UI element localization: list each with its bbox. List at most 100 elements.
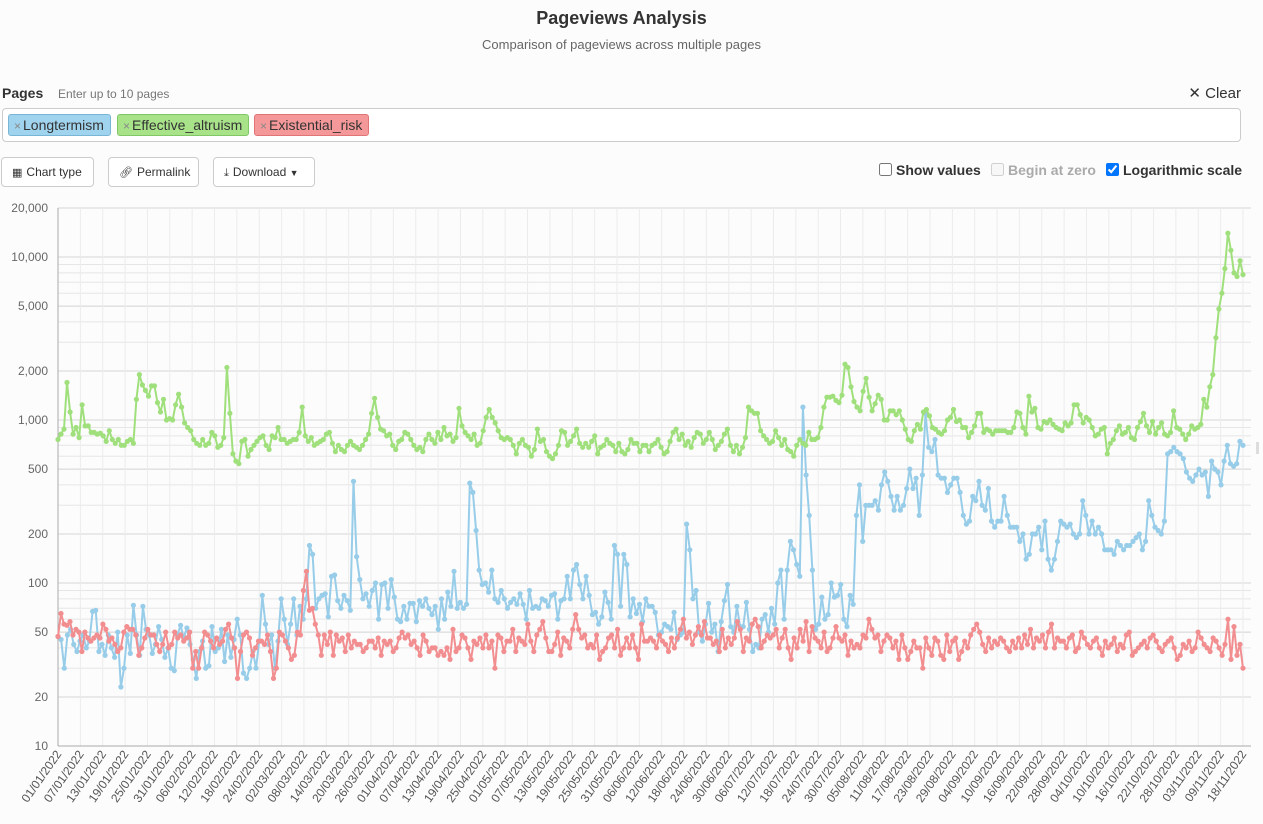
pages-input[interactable]: × Longtermism × Effective_altruism × Existe… [2,108,1241,142]
remove-tag-icon[interactable]: × [14,119,22,133]
data-point [819,594,825,600]
data-point [545,603,551,609]
data-point [734,619,740,625]
data-point [1149,512,1155,518]
data-point [562,429,568,435]
data-point [1231,270,1237,276]
data-point [944,489,951,495]
data-point [1089,518,1095,524]
data-point [583,573,589,579]
data-point [236,461,242,467]
data-point [1180,456,1186,462]
data-point [1140,410,1147,416]
data-point [947,414,954,420]
data-point [522,641,528,647]
data-point [410,600,416,606]
data-point [613,449,619,455]
data-point [938,652,944,658]
chart-type-button[interactable]: ▦ Chart type [1,157,94,187]
data-point [588,641,594,647]
data-point [320,436,326,443]
data-point [1026,393,1032,399]
data-point [251,442,257,448]
data-point [102,652,108,658]
data-point [869,502,875,508]
data-point [1101,424,1107,431]
log-scale-checkbox[interactable] [1106,163,1119,176]
data-point [809,567,816,573]
data-point [197,442,203,448]
data-point [127,436,133,443]
data-point [339,635,345,641]
data-point [482,580,489,586]
data-point [245,453,251,459]
data-point [1231,624,1237,630]
data-point [109,436,115,443]
remove-tag-icon[interactable]: × [123,119,131,133]
begin-at-zero-option[interactable]: Begin at zero [991,162,1096,178]
data-point [1036,638,1043,644]
data-point [586,444,592,450]
remove-tag-icon[interactable]: × [260,119,268,133]
data-point [848,384,854,390]
data-point [187,629,193,635]
data-point [828,580,834,586]
data-point [689,641,696,647]
data-point [83,645,89,651]
clear-button[interactable]: ✕ Clear [1188,84,1241,102]
data-point [885,478,891,484]
data-point [507,638,513,644]
series-line-effective-altruism [57,232,1244,465]
data-point [70,632,76,638]
begin-at-zero-checkbox[interactable] [991,163,1004,176]
download-button[interactable]: ⤓ Download ▼ [213,157,315,187]
show-values-option[interactable]: Show values [879,162,981,178]
data-point [1087,645,1093,651]
data-point [596,621,602,627]
data-point [1183,469,1189,475]
grid-icon: ▦ [12,167,23,179]
data-point [860,538,866,544]
data-point [1032,531,1039,537]
data-point [656,632,663,638]
data-point [480,645,486,651]
data-point [621,551,627,557]
permalink-button[interactable]: 🔗︎ Permalink [108,157,199,187]
data-point [234,616,240,622]
data-point [184,625,190,631]
page-tag-longtermism[interactable]: × Longtermism [8,114,111,136]
data-point [465,645,471,651]
data-point [910,485,916,492]
data-point [1130,538,1136,544]
data-point [1023,556,1029,562]
data-point [411,442,417,448]
data-point [1084,641,1090,647]
begin-at-zero-label: Begin at zero [1008,162,1096,178]
data-point [745,404,752,410]
data-point [827,645,833,651]
data-point [465,433,471,439]
page-tag-existential-risk[interactable]: × Existential_risk [254,114,370,136]
data-point [784,567,790,573]
data-point [103,626,109,632]
show-values-checkbox[interactable] [879,163,892,176]
data-point [610,442,616,448]
data-point [100,621,106,627]
data-point [549,456,556,462]
data-point [875,392,881,398]
data-point [519,436,526,443]
tag-label: Existential_risk [269,117,363,133]
data-point [112,641,118,647]
data-point [695,624,702,630]
data-point [278,596,284,602]
data-point [1159,420,1165,426]
data-point [1013,645,1019,651]
data-point [900,502,907,508]
scrollbar-thumb[interactable] [1256,442,1259,454]
log-scale-option[interactable]: Logarithmic scale [1106,162,1242,178]
download-icon: ⤓ [224,167,229,179]
data-point [369,410,375,416]
data-point [344,442,351,448]
page-tag-effective-altruism[interactable]: × Effective_altruism [117,114,250,136]
data-point [447,431,453,437]
